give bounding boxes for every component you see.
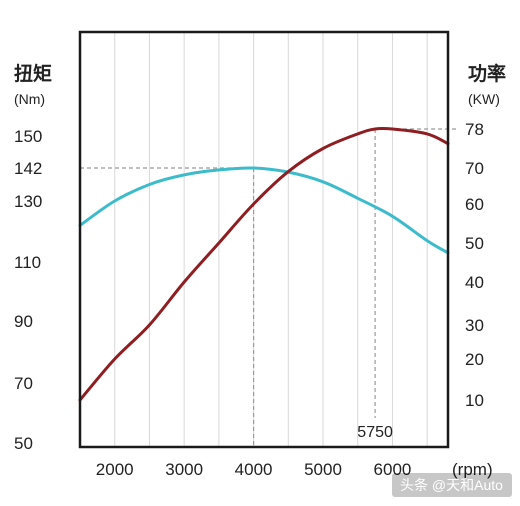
left-tick-label: 70 [14,374,33,393]
right-tick-label: 78 [465,120,484,139]
right-tick-label: 50 [465,234,484,253]
right-axis-unit: (KW) [468,91,500,107]
left-tick-label: 130 [14,192,42,211]
x-tick-label: 2000 [96,460,134,479]
left-tick-label: 50 [14,434,33,453]
x-tick-label: 6000 [374,460,412,479]
x-tick-label: 5000 [304,460,342,479]
watermark-text: 头条 @天和Auto [400,477,503,493]
left-axis-unit: (Nm) [14,91,45,107]
right-axis-title: 功率 [468,62,506,85]
plot-frame [78,30,450,449]
grid [114,32,428,447]
left-tick-label: 150 [14,127,42,146]
right-tick-label: 20 [465,350,484,369]
right-tick-label: 60 [465,195,484,214]
x-tick-label: 3000 [165,460,203,479]
annotation-label: 5750 [357,424,393,441]
torque-curve [78,166,450,255]
left-tick-label: 90 [14,312,33,331]
left-tick-label: 110 [14,253,41,272]
x-axis-unit: (rpm) [452,460,493,479]
watermark: 头条 @天和Auto [392,473,512,497]
right-tick-label: 10 [465,391,484,410]
right-tick-label: 40 [465,273,484,292]
tick-labels: 50 70 90 110 130 142 150 10 20 30 40 50 60 70 78 2000 30… [14,120,484,479]
left-tick-label: 142 [14,159,42,178]
right-tick-label: 30 [465,316,484,335]
left-axis-title: 扭矩 [14,62,52,85]
series-group [78,126,450,402]
right-tick-label: 70 [465,159,484,178]
x-tick-label: 4000 [235,460,273,479]
reference-lines: 5750 [80,128,456,447]
power-curve [78,126,450,402]
